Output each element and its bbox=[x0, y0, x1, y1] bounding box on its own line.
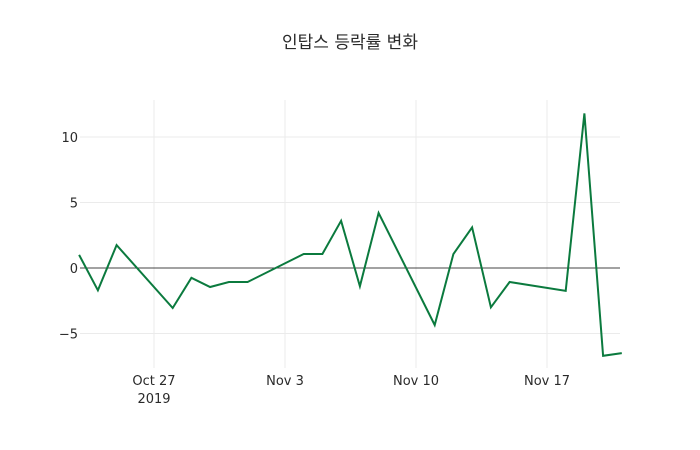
y-tick-label: −5 bbox=[59, 328, 78, 343]
x-tick-label: Nov 3 bbox=[266, 374, 304, 389]
y-tick-label: 5 bbox=[70, 197, 78, 212]
grid-lines bbox=[80, 100, 620, 368]
x-tick-label: Oct 27 bbox=[132, 374, 175, 389]
x-axis: Oct 27 2019 Nov 3 Nov 10 Nov 17 bbox=[132, 374, 570, 407]
x-tick-year-label: 2019 bbox=[137, 392, 170, 407]
plot-series bbox=[78, 113, 622, 357]
chart-title: 인탑스 등락률 변화 bbox=[282, 33, 418, 53]
data-line bbox=[78, 113, 622, 357]
y-tick-label: 0 bbox=[70, 262, 78, 277]
y-axis: −5 0 5 10 bbox=[59, 131, 78, 343]
y-tick-label: 10 bbox=[61, 131, 78, 146]
x-tick-label: Nov 17 bbox=[524, 374, 570, 389]
x-tick-label: Nov 10 bbox=[393, 374, 439, 389]
